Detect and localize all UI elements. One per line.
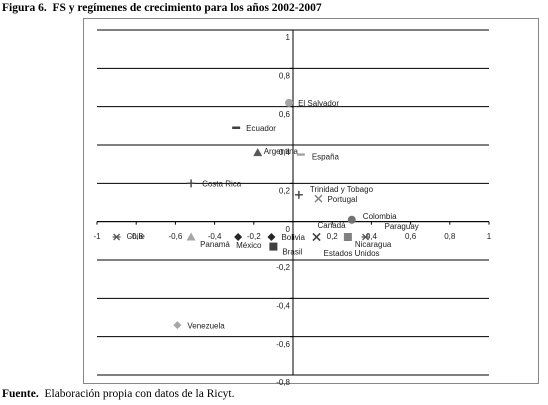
y-tick-label: 0,8	[279, 71, 291, 80]
x-tick-label: 1	[487, 232, 492, 241]
point	[347, 215, 356, 224]
point-label: Venezuela	[187, 321, 225, 330]
chart-frame	[83, 18, 539, 384]
point-label: Trinidad y Tobago	[310, 185, 374, 194]
point-label: Chile	[127, 232, 146, 241]
chart-title: FS y regímenes de crecimiento para los a…	[52, 2, 322, 14]
point-label: Estados Unidos	[324, 249, 380, 258]
point	[253, 148, 263, 157]
x-tick-label: 0,8	[444, 232, 456, 241]
point-label: Brasil	[282, 248, 302, 257]
figure-label: Figura 6.	[2, 2, 47, 14]
point	[294, 190, 303, 199]
point	[343, 233, 352, 241]
x-tick-label: -1	[93, 232, 101, 241]
y-tick-label: 0,6	[279, 110, 291, 119]
y-tick-label: 1	[286, 33, 291, 42]
x-tick-label: 0,2	[327, 232, 339, 241]
point-label: Argentina	[264, 147, 299, 156]
point-label: España	[312, 153, 340, 162]
y-tick-label: 0,2	[279, 186, 291, 195]
point	[285, 98, 294, 107]
point-label: El Salvador	[298, 99, 339, 108]
x-tick-label: 0,6	[405, 232, 417, 241]
point	[269, 242, 278, 251]
point-label: Costa Rica	[202, 179, 242, 188]
point	[234, 233, 243, 241]
point-label: Paraguay	[385, 222, 419, 231]
point-label: México	[236, 241, 262, 250]
point	[312, 233, 321, 241]
source-label: Fuente.	[2, 388, 39, 400]
point-label: Colombia	[363, 212, 397, 221]
y-tick-label: 0,4	[279, 148, 291, 157]
point	[186, 232, 196, 241]
point	[187, 179, 196, 188]
x-tick-label: -0,6	[169, 232, 183, 241]
x-tick-label: -0,2	[247, 232, 261, 241]
point-label: Portugal	[327, 195, 357, 204]
y-tick-label: -0,6	[276, 340, 290, 349]
y-tick-label: 0	[286, 225, 291, 234]
source: Elaboración propia con datos de la Ricyt…	[44, 388, 235, 400]
source-note: Fuente. Elaboración propia con datos de …	[2, 388, 235, 400]
point	[173, 321, 182, 330]
point-label: Ecuador	[246, 124, 276, 133]
point-label: Bolivia	[281, 233, 305, 242]
x-tick-label: -0,8	[129, 232, 143, 241]
point-label: Nicaragua	[355, 240, 392, 249]
point-label: Canadá	[318, 221, 347, 230]
point	[112, 233, 121, 241]
y-tick-label: -0,4	[276, 301, 290, 310]
caption: Figura 6. FS y regímenes de crecimiento …	[2, 2, 322, 14]
point-label: Panamá	[200, 240, 230, 249]
point	[361, 233, 370, 241]
x-tick-label: 0,4	[366, 232, 378, 241]
point	[267, 233, 276, 241]
y-tick-label: -0,2	[276, 263, 290, 272]
x-tick-label: -0,4	[208, 232, 222, 241]
y-tick-label: -0,8	[276, 378, 290, 387]
point	[314, 194, 323, 203]
